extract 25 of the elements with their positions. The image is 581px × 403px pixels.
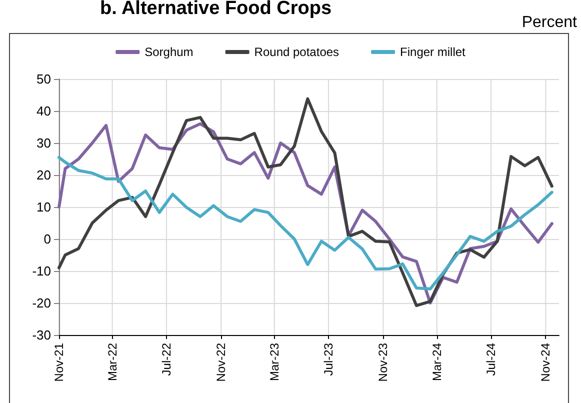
y-axis-title: Percent — [522, 14, 577, 32]
y-tick-label: 20 — [36, 168, 51, 182]
y-tick-label: 50 — [36, 72, 51, 86]
y-tick-label: 0 — [44, 232, 51, 246]
y-tick-label: -20 — [32, 296, 51, 310]
x-tick-label: Nov-21 — [52, 342, 66, 382]
chart-title: b. Alternative Food Crops — [100, 0, 332, 20]
x-tick-label: Mar-22 — [105, 342, 120, 382]
y-tick-label: 40 — [36, 104, 51, 118]
x-tick-label: Nov-23 — [376, 342, 390, 382]
x-tick-label: Mar-24 — [430, 342, 444, 382]
x-tick-label: Mar-23 — [267, 342, 282, 382]
y-tick-label: -10 — [32, 264, 51, 278]
line-series — [58, 156, 554, 290]
legend-label: Finger millet — [400, 45, 466, 59]
x-tick-label: Jul-22 — [159, 342, 174, 376]
y-tick-label: 30 — [36, 136, 51, 150]
x-tick-label: Jul-24 — [484, 342, 498, 376]
y-tick-label: -30 — [32, 328, 51, 342]
x-tick-label: Jul-23 — [322, 342, 336, 376]
x-tick-label: Nov-24 — [538, 342, 553, 382]
legend-label: Sorghum — [144, 45, 194, 59]
x-tick-label: Nov-22 — [214, 342, 228, 382]
legend-label: Round potatoes — [254, 45, 340, 59]
y-tick-label: 10 — [36, 200, 51, 214]
